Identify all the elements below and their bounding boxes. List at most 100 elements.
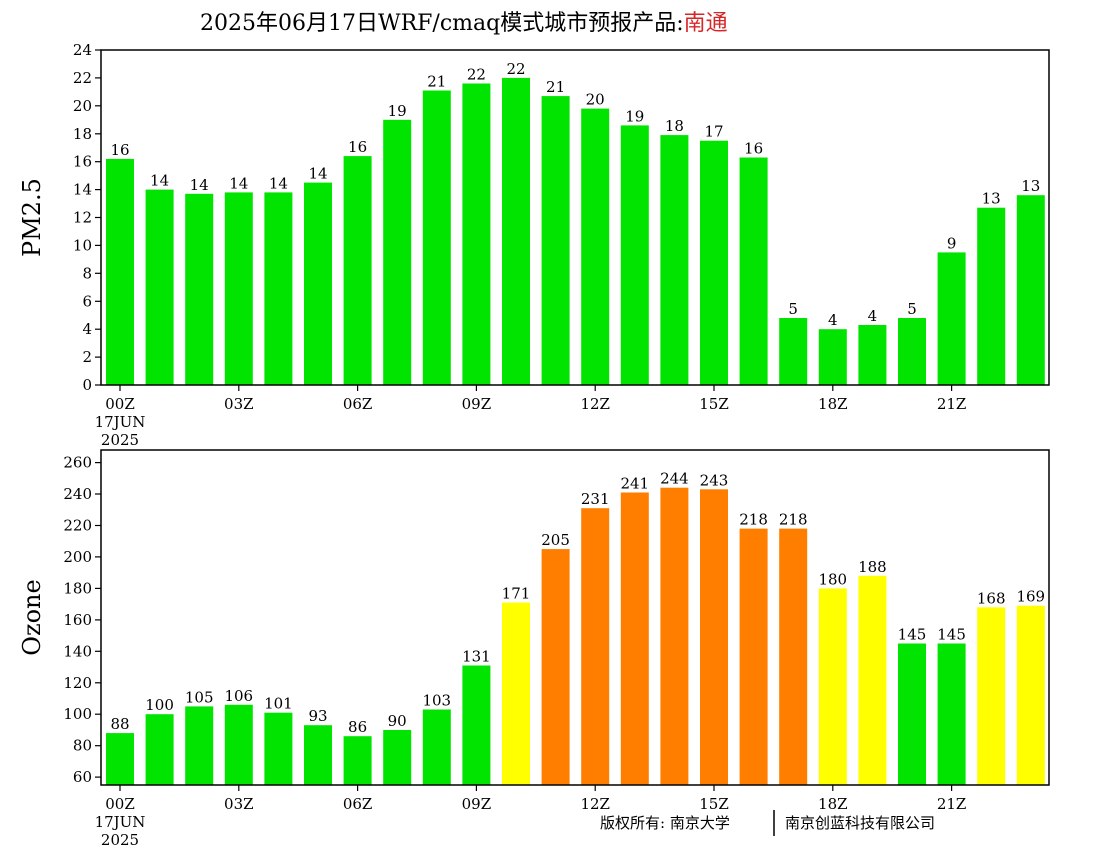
ozone-bar (106, 733, 134, 785)
pm25-xtick-label: 21Z (937, 395, 967, 413)
ozone-bar (660, 487, 689, 785)
pm25-ytick-label: 16 (73, 153, 92, 171)
pm25-bar-label: 14 (190, 176, 209, 194)
ozone-ytick-label: 240 (63, 485, 92, 503)
ozone-xtick-label: 06Z (343, 795, 373, 813)
pm25-xtick-label: 15Z (699, 395, 729, 413)
pm25-bar-label: 22 (506, 60, 525, 78)
pm25-ytick-label: 14 (73, 181, 92, 199)
pm25-bar-label: 22 (467, 66, 486, 84)
pm25-bar (106, 158, 134, 385)
pm25-bar-label: 13 (982, 190, 1001, 208)
pm25-ytick-label: 8 (82, 264, 92, 282)
ozone-bar-label: 244 (660, 470, 689, 488)
title-prefix: 2025年06月17日WRF/cmaq模式城市预报产品: (200, 11, 684, 36)
pm25-bar (739, 157, 768, 385)
pm25-xtick-label: 03Z (224, 395, 254, 413)
ozone-bar-label: 243 (700, 471, 729, 489)
ozone-bar-label: 171 (502, 585, 531, 603)
pm25-bar (660, 135, 689, 385)
ozone-bar-label: 86 (348, 718, 367, 736)
ozone-xtick-label: 18Z (818, 795, 848, 813)
pm25-ytick-label: 10 (73, 236, 92, 254)
ozone-bar-label: 188 (858, 558, 887, 576)
ozone-xtick-label: 15Z (699, 795, 729, 813)
pm25-bar (581, 108, 610, 385)
ozone-bar-label: 101 (264, 695, 293, 713)
ozone-bar-label: 93 (308, 707, 327, 725)
ozone-ytick-label: 120 (63, 674, 92, 692)
pm25-bar-label: 16 (348, 138, 367, 156)
ozone-bar-label: 103 (422, 692, 451, 710)
pm25-ytick-label: 24 (73, 41, 92, 59)
pm25-bar (383, 119, 412, 386)
ozone-ytick-label: 100 (63, 705, 92, 723)
ozone-bar (858, 575, 887, 785)
pm25-bar-label: 17 (704, 123, 723, 141)
title-city: 南通 (684, 11, 728, 36)
pm25-bar (700, 140, 728, 385)
ozone-xtick-label: 09Z (462, 795, 492, 813)
ozone-bar (779, 528, 808, 785)
ozone-bar (700, 489, 728, 785)
pm25-bar-label: 14 (269, 174, 288, 192)
ozone-bar (383, 730, 412, 785)
ozone-ytick-label: 160 (63, 611, 92, 629)
pm25-ytick-label: 22 (73, 69, 92, 87)
pm25-ytick-label: 12 (73, 209, 92, 227)
ozone-bar (502, 602, 530, 785)
pm25-xtick-label: 00Z (105, 395, 135, 413)
pm25-bar (937, 252, 966, 385)
pm25-bar (462, 83, 491, 385)
pm25-bar (541, 96, 570, 385)
ozone-bar-label: 180 (818, 570, 847, 588)
copyright-text: 版权所有: 南京大学 (600, 814, 730, 832)
ozone-panel: 88 100 105 106 101 93 86 90 103 131 171 205 231 241 24… (18, 449, 1050, 849)
pm25-bar (502, 77, 530, 386)
ozone-xtick-label: 03Z (224, 795, 254, 813)
pm25-bar-label: 13 (1021, 177, 1040, 195)
ozone-bar-label: 100 (145, 696, 174, 714)
ozone-xtick-label: 00Z (105, 795, 135, 813)
pm25-bar (818, 329, 847, 385)
pm25-bar-label: 14 (229, 174, 248, 192)
ozone-ytick-label: 80 (73, 737, 92, 755)
pm25-bar (343, 156, 372, 385)
pm25-xtick-label: 09Z (462, 395, 492, 413)
pm25-xtick-label: 12Z (580, 395, 610, 413)
ozone-bar (937, 643, 966, 785)
pm25-bar-label: 21 (546, 78, 565, 96)
ozone-ytick-label: 260 (63, 454, 92, 472)
ozone-bar (541, 549, 570, 785)
ozone-bar (145, 714, 174, 785)
pm25-bar-label: 21 (427, 73, 446, 91)
ozone-xtick-label: 21Z (937, 795, 967, 813)
ozone-bar (422, 709, 451, 785)
ozone-ytick-label: 140 (63, 642, 92, 660)
pm25-bar (264, 192, 293, 385)
pm25-bar-label: 16 (744, 140, 763, 158)
pm25-bar-label: 18 (665, 117, 684, 135)
pm25-date-day: 17JUN (95, 413, 146, 431)
ozone-bar-label: 145 (937, 626, 966, 644)
ozone-bar (818, 588, 847, 785)
pm25-ytick-label: 2 (82, 348, 92, 366)
ozone-bar-label: 205 (541, 531, 570, 549)
pm25-bar (224, 192, 253, 385)
pm25-bar-label: 14 (150, 172, 169, 190)
ozone-bar (343, 736, 372, 785)
ozone-bar-label: 145 (898, 626, 927, 644)
ozone-bar-label: 218 (739, 511, 768, 529)
ozone-ytick-label: 60 (73, 768, 92, 786)
pm25-ylabel: PM2.5 (18, 178, 46, 257)
ozone-bar (581, 508, 610, 785)
ozone-bar-label: 169 (1016, 588, 1045, 606)
pm25-ytick-label: 0 (82, 376, 92, 394)
pm25-bar (185, 193, 214, 385)
pm25-bar (1016, 195, 1045, 385)
pm25-xtick-label: 06Z (343, 395, 373, 413)
ozone-ylabel: Ozone (18, 579, 46, 655)
ozone-bar (224, 704, 253, 785)
